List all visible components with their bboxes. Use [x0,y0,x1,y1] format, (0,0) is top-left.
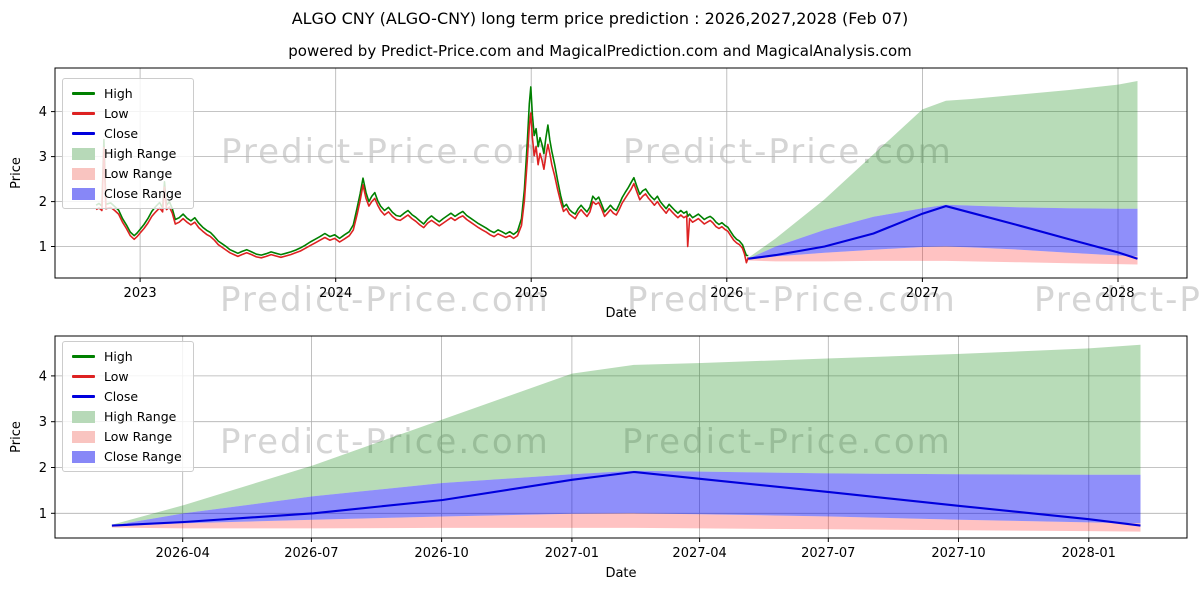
close-forecast-line [748,205,1138,260]
legend-label: High [104,86,133,101]
legend-item-high-range: High Range [72,408,182,425]
x-tick-label: 2027-01 [545,546,599,561]
legend-label: Low Range [104,166,173,181]
legend-item-low-range: Low Range [72,428,182,445]
legend-swatch-icon [72,167,95,180]
x-tick-label: 2027-07 [801,546,855,561]
legend-swatch-icon [72,450,95,463]
legend-label: High [104,349,133,364]
legend-item-high: High [72,348,182,365]
legend-swatch-icon [72,147,95,160]
legend-item-low: Low [72,105,182,122]
legend-swatch-icon [72,355,95,358]
legend-swatch-icon [72,395,95,398]
high-history-line [95,86,749,257]
legend-label: High Range [104,409,177,424]
legend-swatch-icon [72,112,95,115]
legend-item-close-range: Close Range [72,185,182,202]
legend-item-low: Low [72,368,182,385]
low-history-line [95,112,750,264]
legend-bottom-chart: High Low Close High Range Low Range Close Ran… [62,341,194,472]
legend-item-high-range: High Range [72,145,182,162]
x-tick-label: 2027-10 [931,546,985,561]
close-range-band [111,470,1141,527]
watermark-text: Predict-Price.com [623,132,953,172]
legend-swatch-icon [72,92,95,95]
page-subtitle: powered by Predict-Price.com and Magical… [288,42,912,60]
legend-label: Close [104,126,139,141]
legend-label: Close Range [104,186,182,201]
legend-swatch-icon [72,375,95,378]
x-axis-label: Date [605,566,636,581]
x-tick-label: 2027 [906,286,939,301]
legend-item-close: Close [72,125,182,142]
close-range-band [748,204,1138,260]
x-tick-label: 2024 [319,286,352,301]
legend-item-high: High [72,85,182,102]
x-tick-label: 2025 [515,286,548,301]
watermark-text: Predict-Price.com [220,280,550,320]
x-tick-label: 2026-04 [156,546,210,561]
legend-label: Close [104,389,139,404]
x-tick-label: 2026-07 [284,546,338,561]
plot-border [54,67,1188,279]
x-tick-label: 2028-01 [1062,546,1116,561]
low-range-band [748,246,1138,265]
legend-label: Low [104,369,129,384]
x-tick-label: 2027-04 [672,546,726,561]
y-axis-label: Price [9,421,24,453]
low-range-band [111,513,1141,532]
legend-item-low-range: Low Range [72,165,182,182]
y-tick-label: 1 [39,507,47,522]
y-tick-label: 1 [39,240,47,255]
y-tick-label: 2 [39,461,47,476]
legend-label: Close Range [104,449,182,464]
legend-label: Low [104,106,129,121]
high-range-band [111,344,1141,526]
y-tick-label: 4 [39,369,47,384]
x-axis-label: Date [605,306,636,321]
watermark-text: Predict-Price.com [221,132,551,172]
x-tick-label: 2023 [124,286,157,301]
y-tick-label: 3 [39,415,47,430]
legend-label: Low Range [104,429,173,444]
high-range-band [748,81,1138,259]
chart-forecast-detail: 2026-04 2026-07 2026-10 2027-01 2027-04 2027-… [9,335,1188,581]
legend-item-close-range: Close Range [72,448,182,465]
legend-label: High Range [104,146,177,161]
watermark-text: Predict-Price.com [220,422,550,462]
x-tick-label: 2026-10 [414,546,468,561]
plot-border [54,335,1188,539]
legend-item-close: Close [72,388,182,405]
legend-top-chart: High Low Close High Range Low Range Close Ran… [62,78,194,209]
watermark-text: Predict-Price.com [1034,280,1200,320]
legend-swatch-icon [72,410,95,423]
page-title: ALGO CNY (ALGO-CNY) long term price pred… [291,9,909,28]
x-tick-label: 2028 [1101,286,1134,301]
close-forecast-line [111,470,1141,527]
watermark-text: Predict-Price.com [622,422,952,462]
y-tick-label: 2 [39,195,47,210]
y-tick-label: 4 [39,105,47,120]
legend-swatch-icon [72,430,95,443]
y-tick-label: 3 [39,150,47,165]
y-axis-label: Price [9,157,24,189]
watermark-text: Predict-Price.com [627,280,957,320]
x-tick-label: 2026 [710,286,743,301]
legend-swatch-icon [72,187,95,200]
chart-history-and-forecast: 2023 2024 2025 2026 2027 2028 1 2 3 4 Date Price [9,67,1188,321]
legend-swatch-icon [72,132,95,135]
